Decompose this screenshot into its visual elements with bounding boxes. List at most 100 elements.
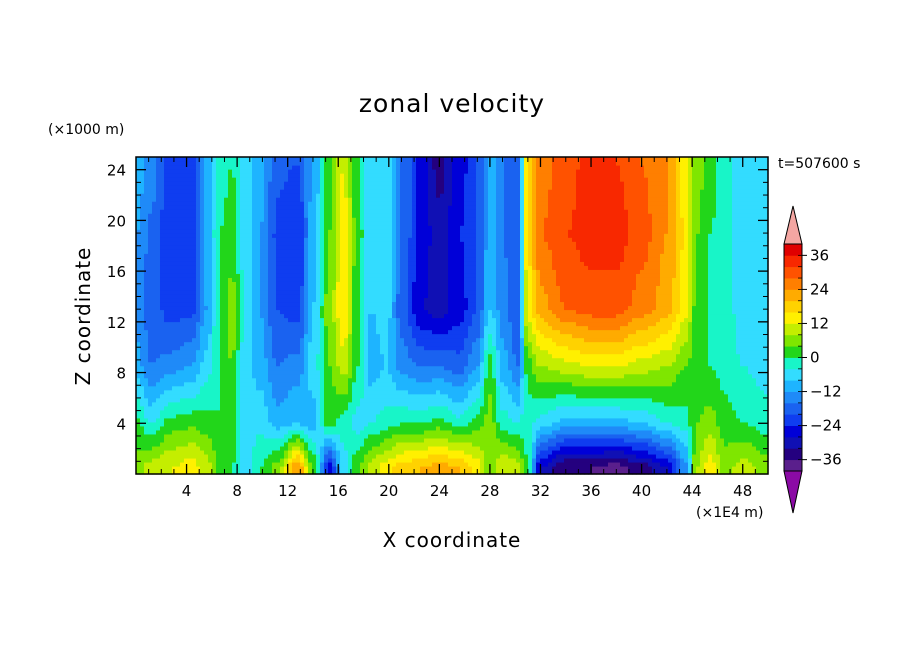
field-cell: [340, 185, 345, 190]
field-cell: [292, 465, 297, 471]
field-cell: [232, 197, 237, 202]
field-cell: [228, 261, 233, 266]
field-cell: [268, 265, 273, 270]
field-cell: [292, 237, 297, 242]
field-cell: [168, 313, 173, 319]
field-cell: [240, 457, 245, 463]
field-cell: [232, 317, 237, 323]
field-cell: [264, 349, 269, 355]
field-cell: [208, 373, 213, 379]
field-cell: [160, 333, 165, 339]
field-cell: [200, 369, 205, 375]
field-cell: [348, 413, 353, 419]
field-cell: [272, 229, 277, 234]
field-cell: [336, 361, 341, 367]
field-cell: [332, 245, 337, 250]
field-cell: [192, 357, 197, 363]
field-cell: [308, 309, 313, 315]
field-cell: [296, 233, 301, 238]
field-cell: [260, 373, 265, 379]
field-cell: [384, 321, 389, 327]
field-cell: [264, 165, 269, 170]
field-cell: [252, 157, 257, 162]
field-cell: [320, 177, 325, 182]
field-cell: [340, 393, 345, 399]
field-cell: [148, 465, 153, 471]
field-cell: [248, 193, 253, 198]
field-cell: [200, 253, 205, 258]
field-cell: [220, 245, 225, 250]
field-cell: [164, 257, 169, 262]
field-cell: [312, 157, 317, 162]
field-cell: [192, 341, 197, 347]
field-cell: [176, 253, 181, 258]
field-cell: [292, 289, 297, 295]
field-cell: [344, 269, 349, 274]
field-cell: [136, 409, 141, 415]
field-cell: [176, 397, 181, 403]
field-cell: [168, 161, 173, 166]
field-cell: [212, 177, 217, 182]
field-cell: [196, 169, 201, 174]
field-cell: [244, 229, 249, 234]
field-cell: [168, 381, 173, 387]
field-cell: [372, 177, 377, 182]
field-cell: [228, 425, 233, 431]
field-cell: [284, 437, 289, 443]
field-cell: [268, 237, 273, 242]
field-cell: [252, 269, 257, 274]
field-cell: [244, 221, 249, 226]
field-cell: [176, 329, 181, 335]
field-cell: [144, 229, 149, 234]
field-cell: [324, 365, 329, 371]
field-cell: [324, 329, 329, 335]
field-cell: [212, 469, 217, 475]
field-cell: [288, 453, 293, 459]
field-cell: [172, 393, 177, 399]
field-cell: [212, 329, 217, 335]
field-cell: [172, 285, 177, 291]
field-cell: [284, 421, 289, 427]
field-cell: [268, 193, 273, 198]
field-cell: [260, 193, 265, 198]
field-cell: [320, 357, 325, 363]
field-cell: [184, 425, 189, 431]
field-cell: [288, 229, 293, 234]
field-cell: [136, 217, 141, 222]
field-cell: [212, 257, 217, 262]
field-cell: [380, 157, 385, 162]
field-cell: [188, 329, 193, 335]
field-cell: [348, 305, 353, 311]
field-cell: [244, 341, 249, 347]
field-cell: [356, 409, 361, 415]
field-cell: [228, 269, 233, 274]
field-cell: [360, 217, 365, 222]
field-cell: [260, 421, 265, 427]
field-cell: [348, 333, 353, 339]
field-cell: [148, 293, 153, 299]
field-cell: [232, 185, 237, 190]
field-cell: [228, 337, 233, 343]
field-cell: [252, 461, 257, 467]
field-cell: [148, 249, 153, 254]
field-cell: [180, 357, 185, 363]
field-cell: [260, 329, 265, 335]
field-cell: [192, 421, 197, 427]
field-cell: [292, 469, 297, 475]
field-cell: [212, 461, 217, 467]
field-cell: [332, 453, 337, 459]
field-cell: [356, 189, 361, 194]
field-cell: [220, 369, 225, 375]
field-cell: [260, 457, 265, 463]
field-cell: [228, 357, 233, 363]
field-cell: [344, 465, 349, 471]
field-cell: [284, 213, 289, 218]
field-cell: [336, 453, 341, 459]
field-cell: [348, 213, 353, 218]
field-cell: [376, 193, 381, 198]
field-cell: [228, 365, 233, 371]
field-cell: [344, 413, 349, 419]
field-cell: [192, 397, 197, 403]
field-cell: [228, 173, 233, 178]
field-cell: [220, 213, 225, 218]
